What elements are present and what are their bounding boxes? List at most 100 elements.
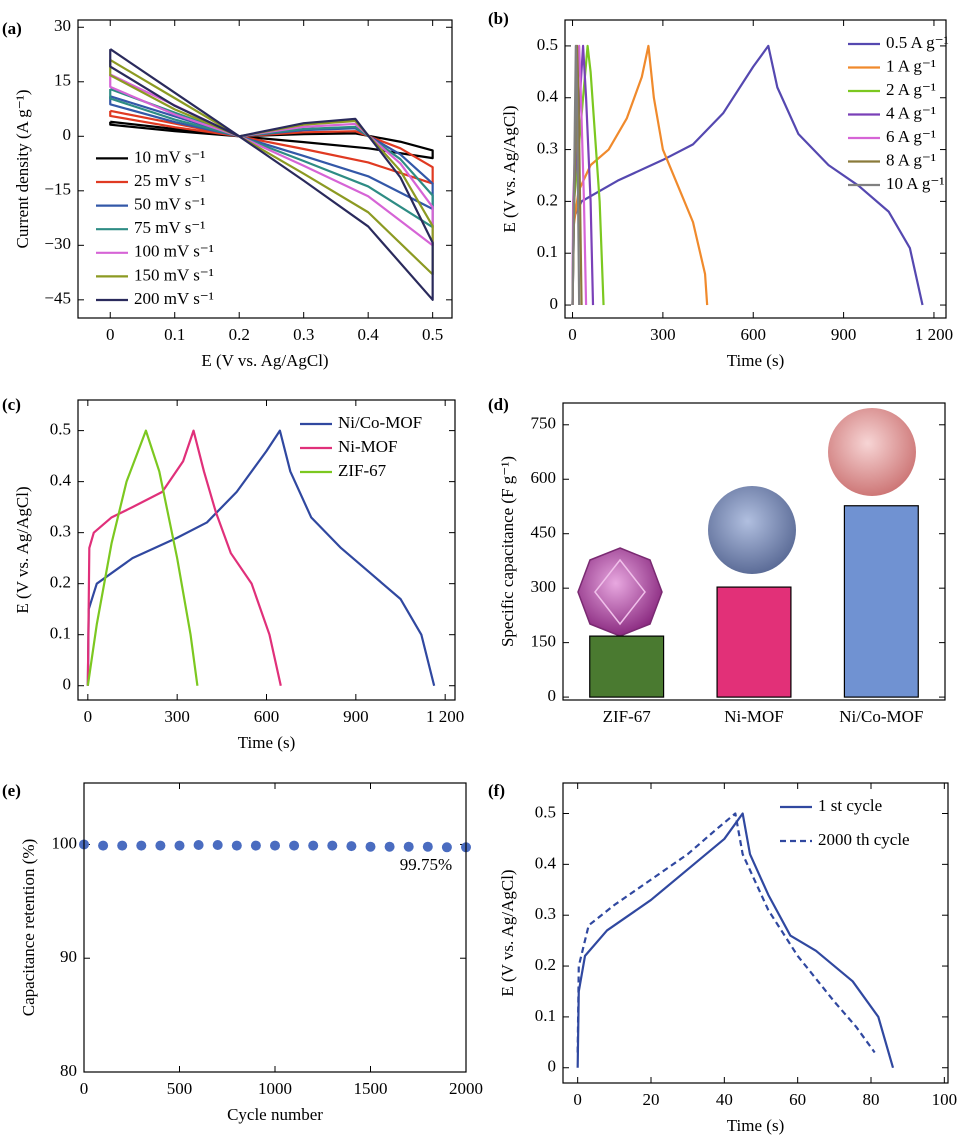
x-tick-label: 1 200 xyxy=(915,325,953,344)
y-tick-label: 0.5 xyxy=(535,802,556,821)
point xyxy=(250,840,261,851)
y-tick-label: 0 xyxy=(550,294,559,313)
y-tick-label: 0.1 xyxy=(535,1006,556,1025)
panel-label: (e) xyxy=(2,781,21,800)
legend-label: 100 mV s⁻¹ xyxy=(134,242,214,261)
x-tick-label: 300 xyxy=(650,325,676,344)
point xyxy=(270,840,280,851)
point xyxy=(384,841,395,852)
legend-label: Ni/Co-MOF xyxy=(338,413,422,432)
x-tick-label: 1000 xyxy=(258,1079,292,1098)
x-tick-label: 0.5 xyxy=(422,325,443,344)
series-line xyxy=(109,73,434,247)
x-tick-label: 0 xyxy=(568,325,577,344)
panel-label: (b) xyxy=(488,9,509,28)
y-tick-label: 0.3 xyxy=(537,138,558,157)
zif-facet xyxy=(594,558,646,626)
y-axis-label: Capacitance retention (%) xyxy=(19,839,38,1016)
legend-label: 50 mV s⁻¹ xyxy=(134,195,205,214)
x-tick-label: 600 xyxy=(254,707,280,726)
plot-frame xyxy=(77,399,456,701)
bar xyxy=(716,586,792,698)
y-tick-label: 600 xyxy=(531,468,557,487)
point xyxy=(403,841,414,852)
x-tick-label: 1 200 xyxy=(426,707,464,726)
point xyxy=(422,841,433,852)
y-axis-label: E (V vs. Ag/AgCl) xyxy=(498,869,517,996)
point xyxy=(136,840,147,851)
x-axis-label: Time (s) xyxy=(238,733,295,752)
point xyxy=(365,841,376,852)
panel-label: (a) xyxy=(2,19,22,38)
y-tick-label: 0 xyxy=(548,1057,557,1076)
y-tick-label: 0 xyxy=(548,686,557,705)
y-tick-label: −45 xyxy=(44,289,71,308)
y-axis-label: Specific capacitance (F g⁻¹) xyxy=(498,456,517,647)
x-axis-label: Cycle number xyxy=(227,1105,323,1124)
x-axis-label: E (V vs. Ag/AgCl) xyxy=(201,351,328,370)
series-line xyxy=(109,48,434,301)
legend-label: Ni-MOF xyxy=(338,437,398,456)
y-tick-label: 0.2 xyxy=(535,955,556,974)
x-tick-label: 60 xyxy=(789,1090,806,1109)
series-line xyxy=(571,44,581,306)
crystal-illustrations xyxy=(577,408,916,637)
point xyxy=(289,840,300,851)
point xyxy=(327,840,338,851)
legend-label: 4 A g⁻¹ xyxy=(886,103,936,122)
x-tick-label: 900 xyxy=(343,707,369,726)
legend-label: 1 st cycle xyxy=(818,796,882,815)
series-line xyxy=(576,812,876,1054)
point xyxy=(193,840,204,851)
point xyxy=(346,841,357,852)
y-tick-label: 0 xyxy=(63,675,72,694)
y-tick-label: 0.4 xyxy=(535,853,557,872)
y-tick-label: 0.5 xyxy=(537,35,558,54)
panel-label: (d) xyxy=(488,395,509,414)
panel-label: (f) xyxy=(488,781,505,800)
legend-label: 25 mV s⁻¹ xyxy=(134,171,205,190)
plot-frame xyxy=(562,402,946,701)
x-tick-label: 500 xyxy=(167,1079,193,1098)
y-tick-label: 0.5 xyxy=(50,420,71,439)
x-tick-label: 1500 xyxy=(354,1079,388,1098)
y-tick-label: 150 xyxy=(531,632,557,651)
y-tick-label: 0 xyxy=(63,125,72,144)
y-tick-label: 0.3 xyxy=(535,904,556,923)
point xyxy=(231,840,242,851)
x-tick-label: 100 xyxy=(932,1090,958,1109)
y-tick-label: 0.4 xyxy=(50,471,72,490)
y-tick-label: 90 xyxy=(60,947,77,966)
x-tick-label: 0.2 xyxy=(229,325,250,344)
y-tick-label: 0.1 xyxy=(537,242,558,261)
x-axis-label: Time (s) xyxy=(727,351,784,370)
x-tick-label: 0 xyxy=(573,1090,582,1109)
point xyxy=(174,840,185,851)
y-tick-label: 30 xyxy=(54,16,71,35)
y-tick-label: 300 xyxy=(531,577,557,596)
ni-mof-crystal xyxy=(708,486,796,574)
legend-label: 1 A g⁻¹ xyxy=(886,56,936,75)
legend-label: 6 A g⁻¹ xyxy=(886,127,936,146)
legend-label: 150 mV s⁻¹ xyxy=(134,265,214,284)
y-tick-label: 80 xyxy=(60,1061,77,1080)
x-tick-label: 900 xyxy=(831,325,857,344)
legend-label: ZIF-67 xyxy=(338,461,387,480)
x-tick-label: 40 xyxy=(716,1090,733,1109)
point xyxy=(117,840,128,851)
series-line xyxy=(109,109,434,185)
y-tick-label: 0.2 xyxy=(50,573,71,592)
panel-label: (c) xyxy=(2,395,21,414)
legend-label: 10 A g⁻¹ xyxy=(886,174,944,193)
x-tick-label: 0 xyxy=(80,1079,89,1098)
series-line xyxy=(576,812,895,1069)
x-tick-label: 0 xyxy=(84,707,93,726)
y-axis-label: Current density (A g⁻¹) xyxy=(13,89,32,248)
x-tick-label: 20 xyxy=(643,1090,660,1109)
y-tick-label: 100 xyxy=(52,833,78,852)
series-line xyxy=(571,44,924,306)
legend-label: 200 mV s⁻¹ xyxy=(134,289,214,308)
legend-label: 75 mV s⁻¹ xyxy=(134,218,205,237)
